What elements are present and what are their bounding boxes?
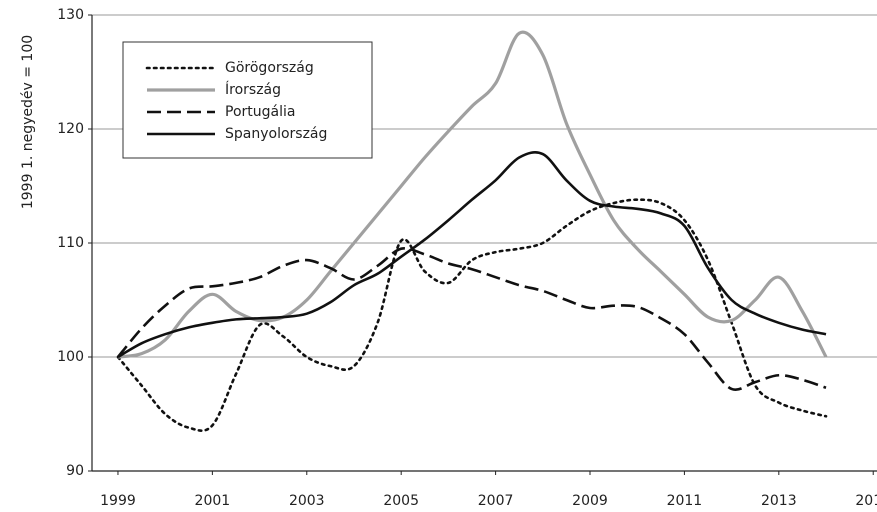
y-tick-label: 120 (57, 121, 84, 137)
y-tick-label: 110 (57, 235, 84, 251)
x-tick-label: 2011 (667, 493, 703, 509)
x-tick-label: 1999 (100, 493, 136, 509)
x-tick-label: 2007 (478, 493, 514, 509)
legend-label: Írország (225, 81, 281, 98)
x-tick-label: 2005 (383, 493, 419, 509)
x-tick-label: 2013 (761, 493, 797, 509)
y-axis-label: 1999 1. negyedév = 100 (20, 35, 36, 209)
legend-label: Spanyolország (225, 126, 327, 142)
series-line (116, 198, 828, 432)
legend-label: Görögország (225, 60, 314, 76)
y-tick-label: 100 (57, 349, 84, 365)
series-line (117, 30, 828, 359)
x-tick-label: 2001 (195, 493, 231, 509)
y-tick-label: 90 (66, 463, 84, 479)
series-line (116, 246, 827, 391)
legend-box (122, 41, 373, 159)
legend-label: Portugália (225, 104, 295, 120)
x-tick-label: 2003 (289, 493, 325, 509)
x-tick-label: 2009 (572, 493, 608, 509)
y-tick-label: 130 (57, 7, 84, 23)
x-tick-label: 2015 (855, 493, 877, 509)
series-line (117, 151, 827, 359)
